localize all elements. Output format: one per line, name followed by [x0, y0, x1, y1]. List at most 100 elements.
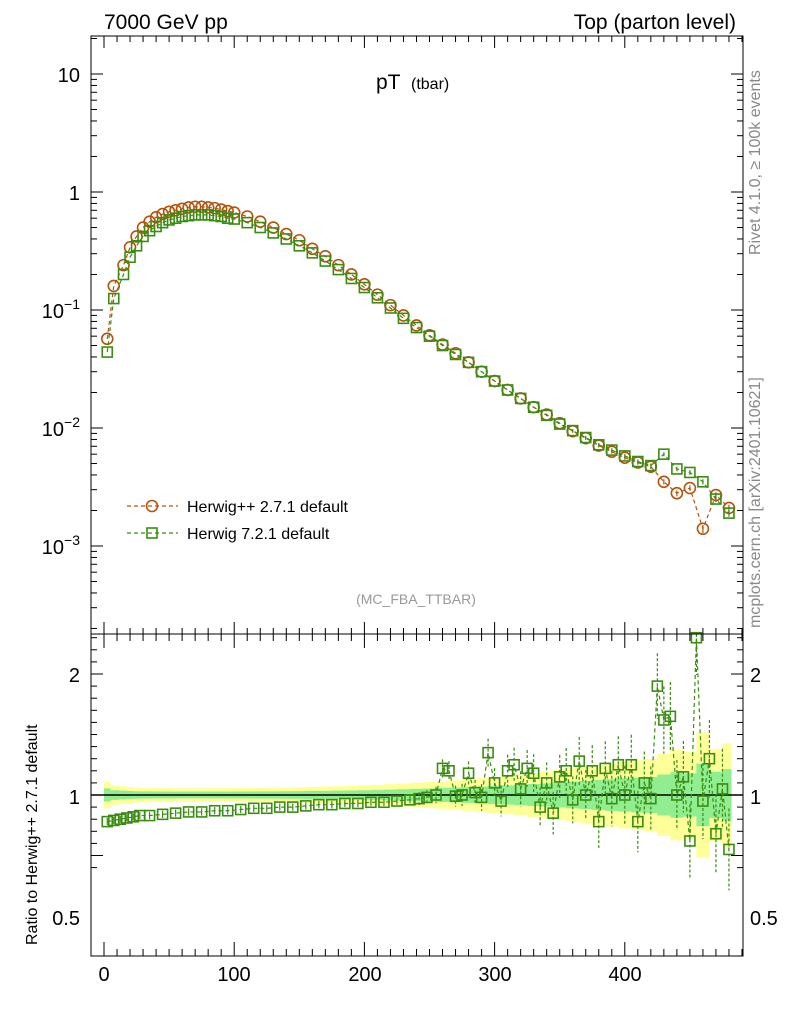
ratio-data-point: [156, 808, 169, 821]
data-point-herwig7: [527, 401, 540, 414]
data-point-herwigpp: [696, 522, 710, 536]
data-point-herwigpp: [162, 205, 176, 219]
ratio-data-point: [605, 792, 618, 805]
data-point-herwig7: [176, 210, 188, 223]
data-point-herwigpp: [156, 207, 169, 221]
data-point-herwig7: [710, 493, 722, 505]
ratio-axis-ticks: [91, 634, 743, 956]
ratio-data-point: [638, 777, 651, 789]
ratio-data-point: [592, 815, 605, 828]
ratio-data-point: [553, 771, 566, 783]
ratio-series-group: [101, 631, 735, 891]
data-point-herwig7: [605, 444, 618, 456]
ratio-data-point: [618, 789, 631, 801]
data-point-herwig7: [462, 356, 475, 369]
x-tick-label-100: 100: [217, 964, 250, 986]
ratio-data-point: [514, 783, 527, 795]
data-point-herwigpp: [195, 200, 208, 214]
data-point-herwig7: [475, 365, 488, 378]
data-point-herwig7: [345, 272, 358, 285]
main-axis-ticks: [91, 36, 743, 634]
data-point-herwig7: [202, 209, 214, 221]
legend-marker-herwigpp: [145, 499, 159, 513]
ratio-data-point: [651, 680, 664, 692]
main-plot-panel: 10 1 10−1 10−2 10−3 pT (tbar) (MC_FBA_TT…: [42, 35, 744, 635]
ratio-data-point: [462, 767, 475, 780]
x-tick-label-0: 0: [98, 964, 109, 986]
ratio-data-point: [260, 802, 273, 815]
data-point-herwig7: [358, 281, 371, 294]
data-point-herwig7: [156, 216, 169, 229]
ratio-data-point: [352, 797, 364, 810]
data-point-herwigpp: [208, 201, 221, 215]
ratio-data-point: [534, 801, 546, 813]
data-point-herwig7: [423, 330, 436, 342]
data-point-herwig7: [228, 213, 240, 225]
data-point-herwig7: [684, 466, 696, 479]
ratio-data-point: [378, 796, 390, 809]
ratio-data-point: [703, 752, 716, 765]
ratio-data-point: [495, 795, 507, 807]
data-point-herwig7: [332, 263, 345, 276]
y-tick-label-1: 1: [69, 183, 80, 205]
ratio-data-point: [326, 798, 338, 811]
data-point-herwig7: [488, 375, 501, 387]
ratio-data-point: [488, 777, 501, 789]
ratio-data-point: [169, 807, 182, 819]
ratio-y-tick-label-2-right: 2: [750, 665, 761, 687]
data-point-herwig7: [130, 239, 143, 252]
data-point-herwigpp: [462, 356, 475, 369]
y-tick-label-10: 10: [58, 65, 80, 87]
data-point-herwigpp: [253, 215, 267, 229]
data-point-herwig7: [645, 459, 657, 472]
data-point-herwig7: [592, 439, 605, 451]
data-point-herwigpp: [514, 392, 527, 405]
data-point-herwigpp: [188, 200, 202, 214]
analysis-watermark: (MC_FBA_TTBAR): [356, 591, 476, 607]
data-point-herwig7: [195, 209, 208, 221]
ratio-data-point: [404, 794, 416, 806]
data-point-herwigpp: [683, 481, 697, 495]
ratio-data-point: [540, 777, 553, 789]
data-point-herwig7: [267, 227, 280, 239]
legend-marker-herwig7: [146, 527, 158, 539]
ratio-data-point: [449, 790, 462, 803]
legend-label-herwigpp: Herwig++ 2.7.1 default: [187, 499, 349, 516]
data-point-herwig7: [566, 424, 579, 437]
data-point-herwigpp: [182, 201, 195, 214]
ratio-data-point: [221, 804, 234, 817]
data-point-herwig7: [501, 384, 514, 396]
ratio-data-point: [501, 764, 514, 777]
data-point-herwig7: [221, 212, 234, 224]
ratio-y-tick-label-0.5-left: 0.5: [52, 908, 80, 930]
data-point-herwig7: [254, 221, 267, 234]
data-point-herwigpp: [214, 203, 228, 216]
ratio-data-point: [579, 789, 592, 801]
x-tick-label-400: 400: [608, 964, 641, 986]
ratio-y-axis-label: Ratio to Herwig++ 2.7.1 default: [24, 724, 41, 945]
data-point-herwig7: [540, 409, 553, 422]
data-point-herwig7: [618, 450, 631, 462]
data-point-herwigpp: [384, 298, 397, 312]
ratio-y-tick-label-0.5-right: 0.5: [750, 908, 778, 930]
ratio-data-point: [247, 802, 260, 815]
ratio-data-point: [612, 758, 625, 771]
data-point-herwig7: [397, 312, 410, 325]
data-point-herwigpp: [657, 475, 671, 489]
ratio-data-point: [632, 815, 644, 828]
plot-title-sub: (tbar): [411, 76, 449, 93]
data-point-herwig7: [671, 463, 683, 475]
data-point-herwig7: [280, 233, 293, 245]
ratio-plot-panel: 2 1 0.5 2 1 0.5 Ratio to Herwig++ 2.7.1 …: [24, 631, 778, 986]
data-point-herwigpp: [501, 383, 514, 397]
ratio-data-point: [195, 806, 208, 818]
data-point-herwig7: [579, 431, 592, 444]
x-tick-label-200: 200: [348, 964, 381, 986]
ratio-data-point: [143, 809, 156, 822]
ratio-data-point: [339, 797, 351, 810]
data-point-herwig7: [449, 348, 462, 361]
data-point-herwigpp: [240, 210, 254, 223]
ratio-data-point: [365, 796, 377, 809]
data-point-herwig7: [319, 255, 332, 267]
